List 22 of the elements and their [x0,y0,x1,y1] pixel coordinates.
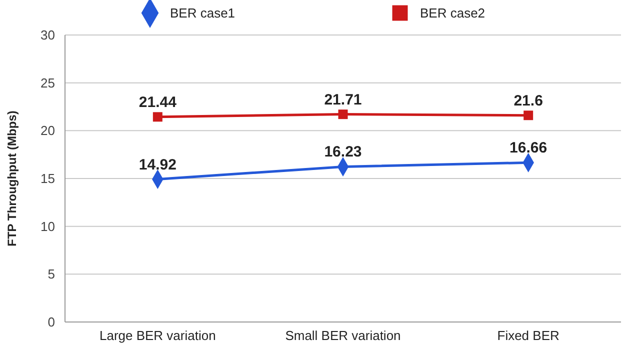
data-label: 21.44 [138,94,178,111]
x-tick-label: Fixed BER [497,328,560,343]
y-tick-label: 0 [48,314,55,330]
data-label: 21.71 [324,91,362,108]
data-label: 14.92 [138,156,176,174]
legend-label: BER case1 [170,6,236,21]
point [152,112,162,122]
y-axis-title: FTP Throughput (Mbps) [5,110,19,246]
data-label: 21.6 [514,92,543,110]
y-tick-label: 30 [40,28,55,43]
x-tick-label: Small BER variation [285,328,401,343]
y-tick-label: 15 [40,171,55,186]
data-label: 16.66 [510,140,548,157]
y-tick-label: 5 [48,266,55,282]
legend-label: BER case2 [420,6,486,21]
y-tick-label: 20 [40,123,55,138]
y-tick-label: 10 [40,218,55,234]
point [338,110,348,120]
x-tick-label: Large BER variation [99,328,216,343]
data-label: 16.23 [324,144,362,161]
point [524,110,534,120]
y-tick-label: 25 [40,75,55,90]
